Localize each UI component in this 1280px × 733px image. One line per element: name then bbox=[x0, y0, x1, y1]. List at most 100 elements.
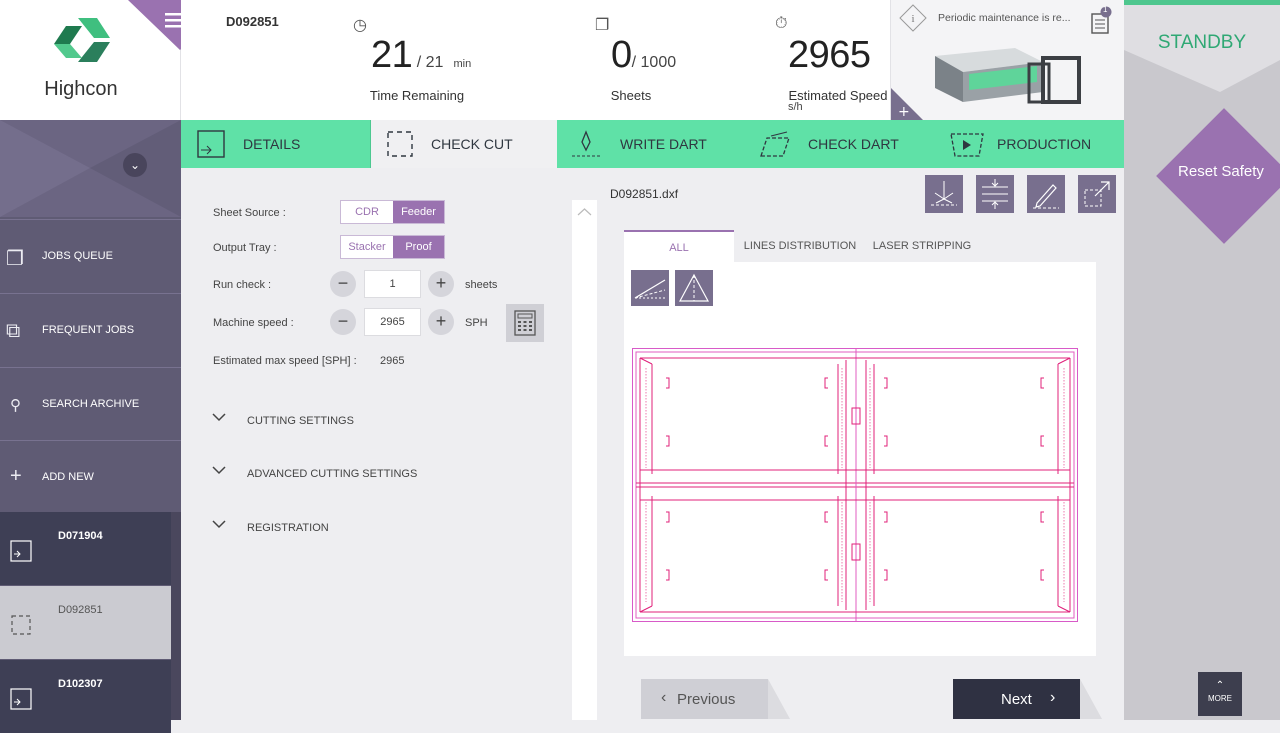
write-dart-icon bbox=[572, 130, 600, 157]
show-triangles-button[interactable] bbox=[675, 270, 713, 306]
logo-text: Highcon bbox=[44, 78, 118, 100]
sheets-value: 0/ 1000 bbox=[611, 34, 677, 76]
sidebar-item-add-new[interactable]: + ADD NEW bbox=[0, 440, 181, 512]
dieline-preview[interactable] bbox=[624, 262, 1096, 656]
tab-write-dart[interactable]: WRITE DART bbox=[557, 120, 747, 168]
sidebar-scrollbar[interactable] bbox=[171, 512, 181, 720]
jobs-queue-icon: ❐ bbox=[6, 248, 24, 270]
notification-panel[interactable]: i Periodic maintenance is re... 1 + bbox=[890, 0, 1124, 120]
sheets-icon: ❐ bbox=[595, 17, 610, 34]
stopwatch-icon: ⏱ bbox=[775, 15, 788, 32]
option-cdr[interactable]: CDR bbox=[355, 206, 379, 218]
option-stacker[interactable]: Stacker bbox=[348, 241, 386, 253]
section-label: ADVANCED CUTTING SETTINGS bbox=[247, 468, 418, 480]
more-label: MORE bbox=[1208, 694, 1232, 703]
time-remaining-label: Time Remaining bbox=[369, 88, 465, 103]
sheet-source-toggle[interactable]: CDR Feeder bbox=[340, 200, 445, 224]
machine-speed-increment-button[interactable]: + bbox=[428, 309, 454, 335]
run-check-unit: sheets bbox=[465, 279, 498, 291]
sidebar-item-search-archive[interactable]: ⚲ SEARCH ARCHIVE bbox=[0, 367, 181, 439]
info-icon: i bbox=[899, 4, 927, 32]
tab-all[interactable]: ALL bbox=[624, 230, 734, 262]
option-feeder[interactable]: Feeder bbox=[393, 201, 444, 223]
output-tray-toggle[interactable]: Stacker Proof bbox=[340, 235, 445, 259]
standby-indicator-bar bbox=[1124, 0, 1280, 5]
run-check-input[interactable]: 1 bbox=[364, 270, 421, 298]
estimated-speed-label: Estimated Speed bbox=[788, 88, 888, 103]
tab-label: CHECK CUT bbox=[431, 136, 513, 152]
hamburger-icon bbox=[165, 13, 195, 16]
edit-tool-button[interactable] bbox=[1027, 175, 1065, 213]
run-check-label: Run check : bbox=[213, 279, 272, 291]
more-button[interactable]: ⌃ MORE bbox=[1198, 672, 1242, 716]
clock-icon: ◷ bbox=[353, 17, 367, 34]
job-item-d102307[interactable]: D102307 bbox=[0, 660, 171, 733]
tab-laser-stripping[interactable]: LASER STRIPPING bbox=[872, 240, 972, 252]
calculator-button[interactable] bbox=[506, 304, 544, 342]
frequent-jobs-icon: ⧉ bbox=[6, 320, 21, 342]
tab-label: WRITE DART bbox=[620, 136, 707, 152]
svg-text:+: + bbox=[898, 104, 910, 120]
svg-text:i: i bbox=[911, 13, 914, 25]
next-button[interactable]: Next › bbox=[953, 679, 1102, 719]
chevron-down-icon bbox=[212, 466, 226, 475]
reset-safety-label[interactable]: Reset Safety bbox=[1178, 163, 1264, 180]
chevron-up-icon[interactable] bbox=[572, 200, 597, 224]
time-remaining-value: 21 / 21 min bbox=[371, 34, 472, 76]
status-panel-background bbox=[1124, 0, 1280, 92]
job-item-d092851[interactable]: D092851 bbox=[0, 586, 171, 659]
details-job-icon bbox=[10, 540, 32, 562]
laser-tool-button[interactable] bbox=[925, 175, 963, 213]
next-label: Next bbox=[1001, 691, 1032, 708]
fullscreen-tool-button[interactable] bbox=[1078, 175, 1116, 213]
option-proof[interactable]: Proof bbox=[393, 236, 444, 258]
sidebar-header bbox=[0, 120, 181, 217]
expand-corner-button[interactable]: + bbox=[890, 86, 925, 120]
distribution-tool-button[interactable] bbox=[976, 175, 1014, 213]
show-lines-button[interactable] bbox=[631, 270, 669, 306]
tab-lines-distribution[interactable]: LINES DISTRIBUTION bbox=[743, 240, 857, 252]
machine-state: STANDBY bbox=[1157, 32, 1247, 53]
highcon-logo-icon bbox=[54, 18, 110, 62]
chevron-up-icon: ⌃ bbox=[1215, 680, 1225, 691]
tab-details[interactable]: DETAILS bbox=[181, 120, 371, 168]
sidebar-collapse-button[interactable]: ⌄ bbox=[123, 153, 147, 177]
search-icon: ⚲ bbox=[10, 397, 21, 414]
distribute-lines-icon bbox=[982, 179, 1008, 209]
job-header: D092851 ◷ 21 / 21 min Time Remaining ❐ 0… bbox=[181, 0, 890, 120]
sidebar-item-jobs-queue[interactable]: ❐ JOBS QUEUE bbox=[0, 219, 181, 291]
chevron-down-icon bbox=[212, 413, 226, 422]
laser-icon bbox=[931, 181, 957, 206]
sidebar-item-label: JOBS QUEUE bbox=[42, 250, 113, 262]
job-id-label: D092851 bbox=[58, 604, 103, 616]
output-tray-label: Output Tray : bbox=[213, 242, 277, 254]
lines-view-icon bbox=[634, 279, 666, 299]
check-dart-icon bbox=[760, 131, 790, 157]
run-check-decrement-button[interactable]: − bbox=[330, 271, 356, 297]
sidebar-header-pattern bbox=[0, 120, 181, 217]
tab-label: CHECK DART bbox=[808, 136, 899, 152]
sidebar-item-label: FREQUENT JOBS bbox=[42, 324, 135, 336]
workflow-tabs: DETAILS CHECK CUT WRITE DART CHECK DART … bbox=[181, 120, 1124, 168]
details-icon bbox=[197, 130, 225, 158]
run-check-increment-button[interactable]: + bbox=[428, 271, 454, 297]
tab-check-cut[interactable]: CHECK CUT bbox=[371, 120, 557, 168]
previous-button[interactable]: ‹ Previous bbox=[641, 679, 790, 719]
button-shadow bbox=[768, 679, 790, 719]
tab-production[interactable]: PRODUCTION bbox=[937, 120, 1124, 168]
expand-icon bbox=[1084, 181, 1110, 207]
job-item-d071904[interactable]: D071904 bbox=[0, 512, 171, 585]
notes-icon[interactable] bbox=[1090, 6, 1120, 36]
estimated-speed-value: 2965 s/h bbox=[788, 34, 871, 113]
sidebar-item-frequent-jobs[interactable]: ⧉ FREQUENT JOBS bbox=[0, 293, 181, 365]
triangle-view-icon bbox=[678, 273, 710, 302]
tab-check-dart[interactable]: CHECK DART bbox=[747, 120, 937, 168]
chevron-right-icon: › bbox=[1050, 689, 1056, 706]
machine-speed-decrement-button[interactable]: − bbox=[330, 309, 356, 335]
machine-speed-input[interactable]: 2965 bbox=[364, 308, 421, 336]
scroll-strip[interactable] bbox=[572, 200, 597, 720]
notification-text: Periodic maintenance is re... bbox=[938, 12, 1071, 24]
details-job-icon bbox=[10, 688, 32, 710]
notification-badge: 1 bbox=[1103, 5, 1108, 14]
job-id-label: D071904 bbox=[58, 530, 103, 542]
